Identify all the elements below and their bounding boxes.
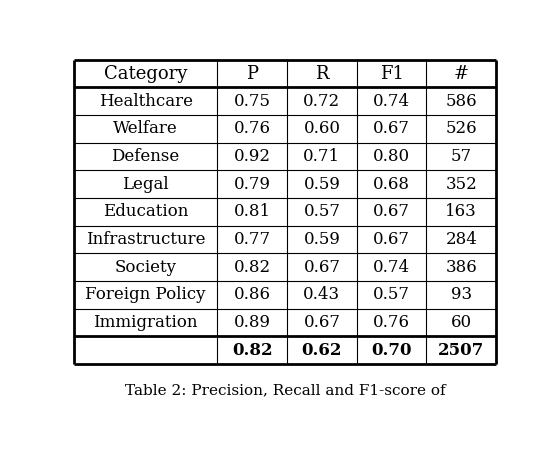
Text: F1: F1 bbox=[380, 64, 404, 83]
Text: 0.79: 0.79 bbox=[234, 176, 271, 192]
Text: 0.74: 0.74 bbox=[373, 259, 410, 276]
Text: 60: 60 bbox=[451, 314, 472, 331]
Text: 0.77: 0.77 bbox=[234, 231, 271, 248]
Text: 0.60: 0.60 bbox=[304, 120, 340, 138]
Text: 57: 57 bbox=[451, 148, 472, 165]
Text: Society: Society bbox=[115, 259, 177, 276]
Text: Legal: Legal bbox=[122, 176, 169, 192]
Text: 0.92: 0.92 bbox=[234, 148, 271, 165]
Text: 0.72: 0.72 bbox=[304, 93, 340, 110]
Text: 586: 586 bbox=[445, 93, 477, 110]
Text: Category: Category bbox=[104, 64, 187, 83]
Text: 0.57: 0.57 bbox=[304, 203, 340, 220]
Text: 0.70: 0.70 bbox=[371, 341, 412, 359]
Text: 0.89: 0.89 bbox=[234, 314, 271, 331]
Text: 0.67: 0.67 bbox=[373, 231, 410, 248]
Text: P: P bbox=[246, 64, 258, 83]
Text: 0.81: 0.81 bbox=[234, 203, 271, 220]
Text: Education: Education bbox=[103, 203, 188, 220]
Text: 0.57: 0.57 bbox=[373, 286, 410, 303]
Text: 0.75: 0.75 bbox=[234, 93, 271, 110]
Text: 2507: 2507 bbox=[438, 341, 484, 359]
Text: Defense: Defense bbox=[111, 148, 180, 165]
Text: 163: 163 bbox=[445, 203, 477, 220]
Text: Table 2: Precision, Recall and F1-score of: Table 2: Precision, Recall and F1-score … bbox=[125, 383, 445, 397]
Text: 386: 386 bbox=[445, 259, 477, 276]
Text: #: # bbox=[454, 64, 469, 83]
Text: 0.59: 0.59 bbox=[304, 231, 340, 248]
Text: 0.74: 0.74 bbox=[373, 93, 410, 110]
Text: 0.82: 0.82 bbox=[232, 341, 272, 359]
Text: 0.82: 0.82 bbox=[234, 259, 271, 276]
Text: Infrastructure: Infrastructure bbox=[86, 231, 205, 248]
Text: Foreign Policy: Foreign Policy bbox=[86, 286, 206, 303]
Text: R: R bbox=[315, 64, 329, 83]
Text: 0.43: 0.43 bbox=[304, 286, 340, 303]
Text: Healthcare: Healthcare bbox=[98, 93, 192, 110]
Text: 0.67: 0.67 bbox=[304, 259, 340, 276]
Text: Immigration: Immigration bbox=[93, 314, 198, 331]
Text: 0.67: 0.67 bbox=[373, 120, 410, 138]
Text: 526: 526 bbox=[445, 120, 477, 138]
Text: 93: 93 bbox=[451, 286, 472, 303]
Text: 0.62: 0.62 bbox=[302, 341, 342, 359]
Text: 352: 352 bbox=[445, 176, 477, 192]
Text: 284: 284 bbox=[445, 231, 477, 248]
Text: 0.67: 0.67 bbox=[304, 314, 340, 331]
Text: 0.67: 0.67 bbox=[373, 203, 410, 220]
Text: 0.68: 0.68 bbox=[373, 176, 410, 192]
Text: 0.76: 0.76 bbox=[373, 314, 410, 331]
Text: 0.86: 0.86 bbox=[234, 286, 271, 303]
Text: 0.71: 0.71 bbox=[304, 148, 340, 165]
Text: 0.59: 0.59 bbox=[304, 176, 340, 192]
Text: 0.76: 0.76 bbox=[234, 120, 271, 138]
Text: 0.80: 0.80 bbox=[373, 148, 410, 165]
Text: Welfare: Welfare bbox=[113, 120, 178, 138]
